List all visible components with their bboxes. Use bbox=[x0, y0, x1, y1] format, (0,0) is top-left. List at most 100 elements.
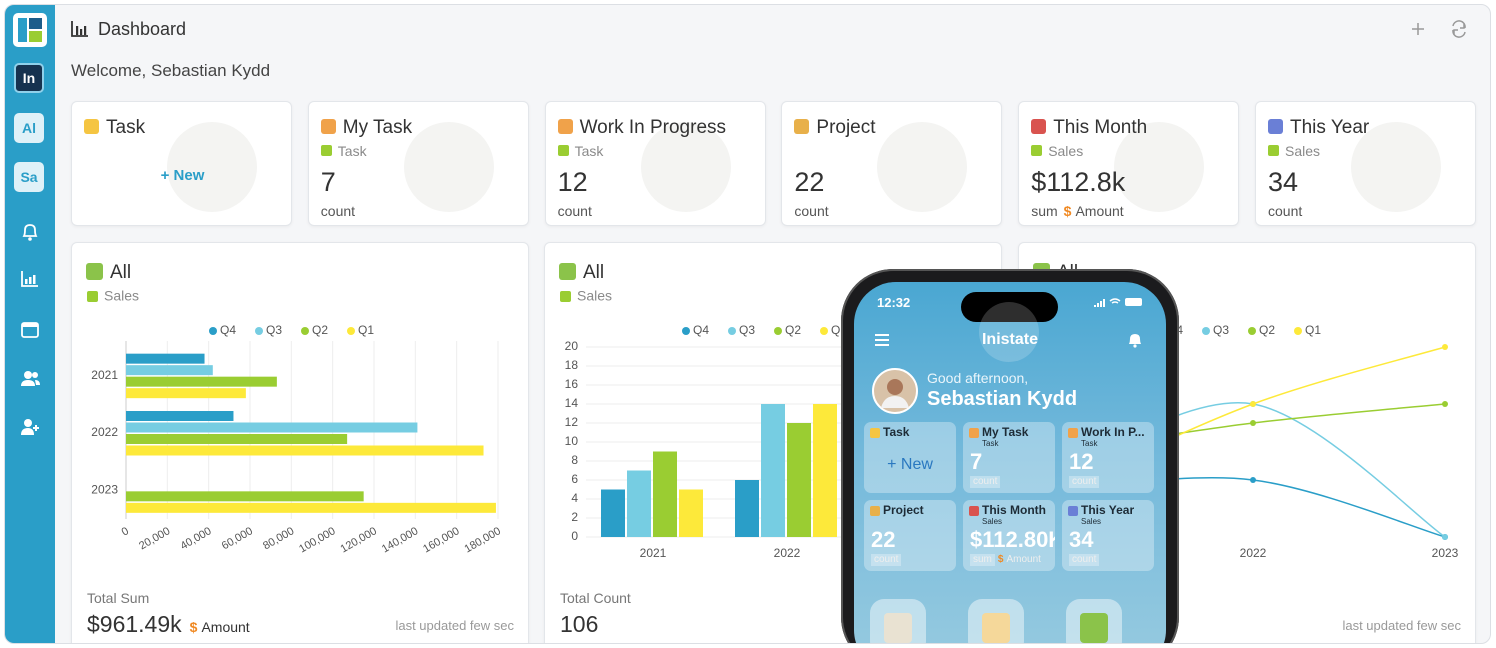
glyph bbox=[21, 271, 38, 287]
y-tick-label: 12 bbox=[565, 415, 579, 429]
y-tick-label: 14 bbox=[565, 396, 579, 410]
workspace-button[interactable]: Sa bbox=[14, 162, 44, 192]
card-caption: sum bbox=[1031, 203, 1058, 219]
watermark bbox=[640, 122, 731, 212]
wifi bbox=[1109, 298, 1121, 304]
card-caption: count bbox=[557, 203, 592, 219]
glyph bbox=[71, 21, 88, 37]
shortcut-glyph bbox=[982, 613, 1010, 643]
bar bbox=[126, 422, 418, 433]
report-icon[interactable] bbox=[20, 269, 40, 289]
stat-card[interactable]: This Year Sales 34 count bbox=[1255, 101, 1476, 226]
phone-tile[interactable]: Task + New bbox=[864, 422, 956, 493]
footer-unit: Amount bbox=[201, 619, 250, 635]
phone-tile[interactable]: My Task Task 7 count bbox=[963, 422, 1055, 493]
bar bbox=[126, 434, 348, 444]
currency-icon: $ bbox=[997, 554, 1004, 565]
y-tick-label: 10 bbox=[565, 434, 579, 448]
tile-icon bbox=[1068, 506, 1078, 516]
refresh-icon bbox=[1452, 20, 1466, 38]
chart-subtitle: Sales bbox=[577, 288, 612, 304]
tile-source: Task bbox=[982, 439, 999, 448]
menu-shortcut[interactable] bbox=[968, 599, 1024, 643]
menu-shortcut[interactable] bbox=[1066, 599, 1122, 643]
x-tick-label: 20,000 bbox=[137, 525, 172, 552]
avatar-head bbox=[887, 379, 903, 395]
chart-title: All bbox=[110, 262, 131, 283]
stat-card[interactable]: This Month Sales $112.8k sum $ Amount bbox=[1018, 101, 1240, 226]
card-value: 7 bbox=[320, 167, 336, 197]
y-tick-label: 18 bbox=[565, 358, 579, 372]
glyph bbox=[22, 224, 38, 237]
subtitle-icon bbox=[87, 291, 98, 302]
sidebar: In Al Sa bbox=[5, 5, 55, 643]
icon bbox=[1129, 334, 1141, 348]
icon bbox=[1412, 20, 1466, 38]
phone-tile[interactable]: Work In P... Task 12 count bbox=[1062, 422, 1154, 493]
menu-shortcut[interactable] bbox=[870, 599, 926, 643]
bar bbox=[126, 491, 364, 502]
bar bbox=[601, 489, 625, 537]
workspace-button[interactable]: Al bbox=[14, 113, 44, 143]
app-window: In Al Sa Dashboard Welcome, Sebastian Kydd Ta… bbox=[4, 4, 1491, 644]
glyph bbox=[84, 26, 87, 35]
bar bbox=[126, 353, 205, 364]
tile-title: Project bbox=[883, 503, 924, 517]
tile-caption-row: count bbox=[871, 554, 902, 566]
stat-card[interactable]: Work In Progress Task 12 count bbox=[544, 101, 766, 226]
stat-card[interactable]: Project 22 count bbox=[781, 101, 1003, 226]
glyph bbox=[76, 26, 79, 35]
footer-value: $961.49k bbox=[87, 611, 182, 637]
y-tick-label: 6 bbox=[571, 472, 578, 486]
point bbox=[1250, 420, 1256, 426]
tile-title: Task bbox=[883, 425, 910, 439]
card-value: $112.8k bbox=[1031, 167, 1126, 197]
card-source: Task bbox=[337, 143, 367, 159]
phone-mockup: 12:32 Inistate Good afternoon, Sebastian Ky… bbox=[841, 269, 1179, 643]
chart-panel: All Sales Q4 Q3 Q2 Q1 0 20,000 40,000 60,000 80,00… bbox=[71, 242, 529, 643]
y-tick-label: 16 bbox=[565, 377, 579, 391]
bell-icon[interactable] bbox=[20, 222, 40, 242]
x-tick-label: 0 bbox=[120, 525, 131, 538]
x-tick-label: 2021 bbox=[640, 546, 667, 560]
legend-label: Q1 bbox=[358, 323, 374, 337]
bar bbox=[679, 489, 703, 537]
phone-tile[interactable]: This Month Sales $112.80K sum $ Amount bbox=[963, 500, 1055, 571]
tile-title: My Task bbox=[982, 425, 1029, 439]
add-user-icon[interactable] bbox=[20, 417, 40, 437]
tile-title: This Year bbox=[1081, 503, 1135, 517]
legend-dot bbox=[728, 327, 736, 335]
y-tick-label: 4 bbox=[571, 491, 578, 505]
workspace-button[interactable]: In bbox=[14, 63, 44, 93]
users-icon[interactable] bbox=[20, 368, 40, 388]
card-icon bbox=[1268, 119, 1283, 134]
glyph bbox=[35, 380, 40, 385]
tile-source: Sales bbox=[1081, 517, 1102, 526]
x-tick-label: 40,000 bbox=[178, 525, 213, 552]
card-caption: count bbox=[794, 203, 829, 219]
tile-source: Sales bbox=[982, 517, 1003, 526]
card-title: My Task bbox=[342, 117, 413, 138]
tile-caption: count bbox=[970, 476, 1001, 488]
card-icon bbox=[557, 119, 573, 134]
bar bbox=[761, 404, 785, 537]
bar bbox=[126, 411, 234, 421]
calendar-icon[interactable] bbox=[20, 319, 40, 339]
new-button[interactable]: + New bbox=[160, 167, 205, 184]
signal bbox=[1103, 299, 1105, 307]
tile-caption-row: count bbox=[970, 476, 1001, 488]
glyph bbox=[33, 275, 36, 284]
stat-card[interactable]: Task + New bbox=[71, 101, 292, 226]
stat-card[interactable]: My Task Task 7 count bbox=[307, 101, 529, 226]
new-button[interactable]: + New bbox=[887, 456, 933, 473]
signal bbox=[1097, 303, 1099, 307]
card-icon bbox=[1031, 119, 1047, 134]
app-name: Inistate bbox=[981, 331, 1038, 348]
glyph bbox=[22, 323, 38, 327]
bar bbox=[787, 423, 811, 537]
point bbox=[1442, 534, 1448, 540]
card-caption: count bbox=[1268, 203, 1303, 219]
phone-tile[interactable]: Project 22 count bbox=[864, 500, 956, 571]
title-icon bbox=[559, 263, 576, 280]
phone-tile[interactable]: This Year Sales 34 count bbox=[1062, 500, 1154, 571]
